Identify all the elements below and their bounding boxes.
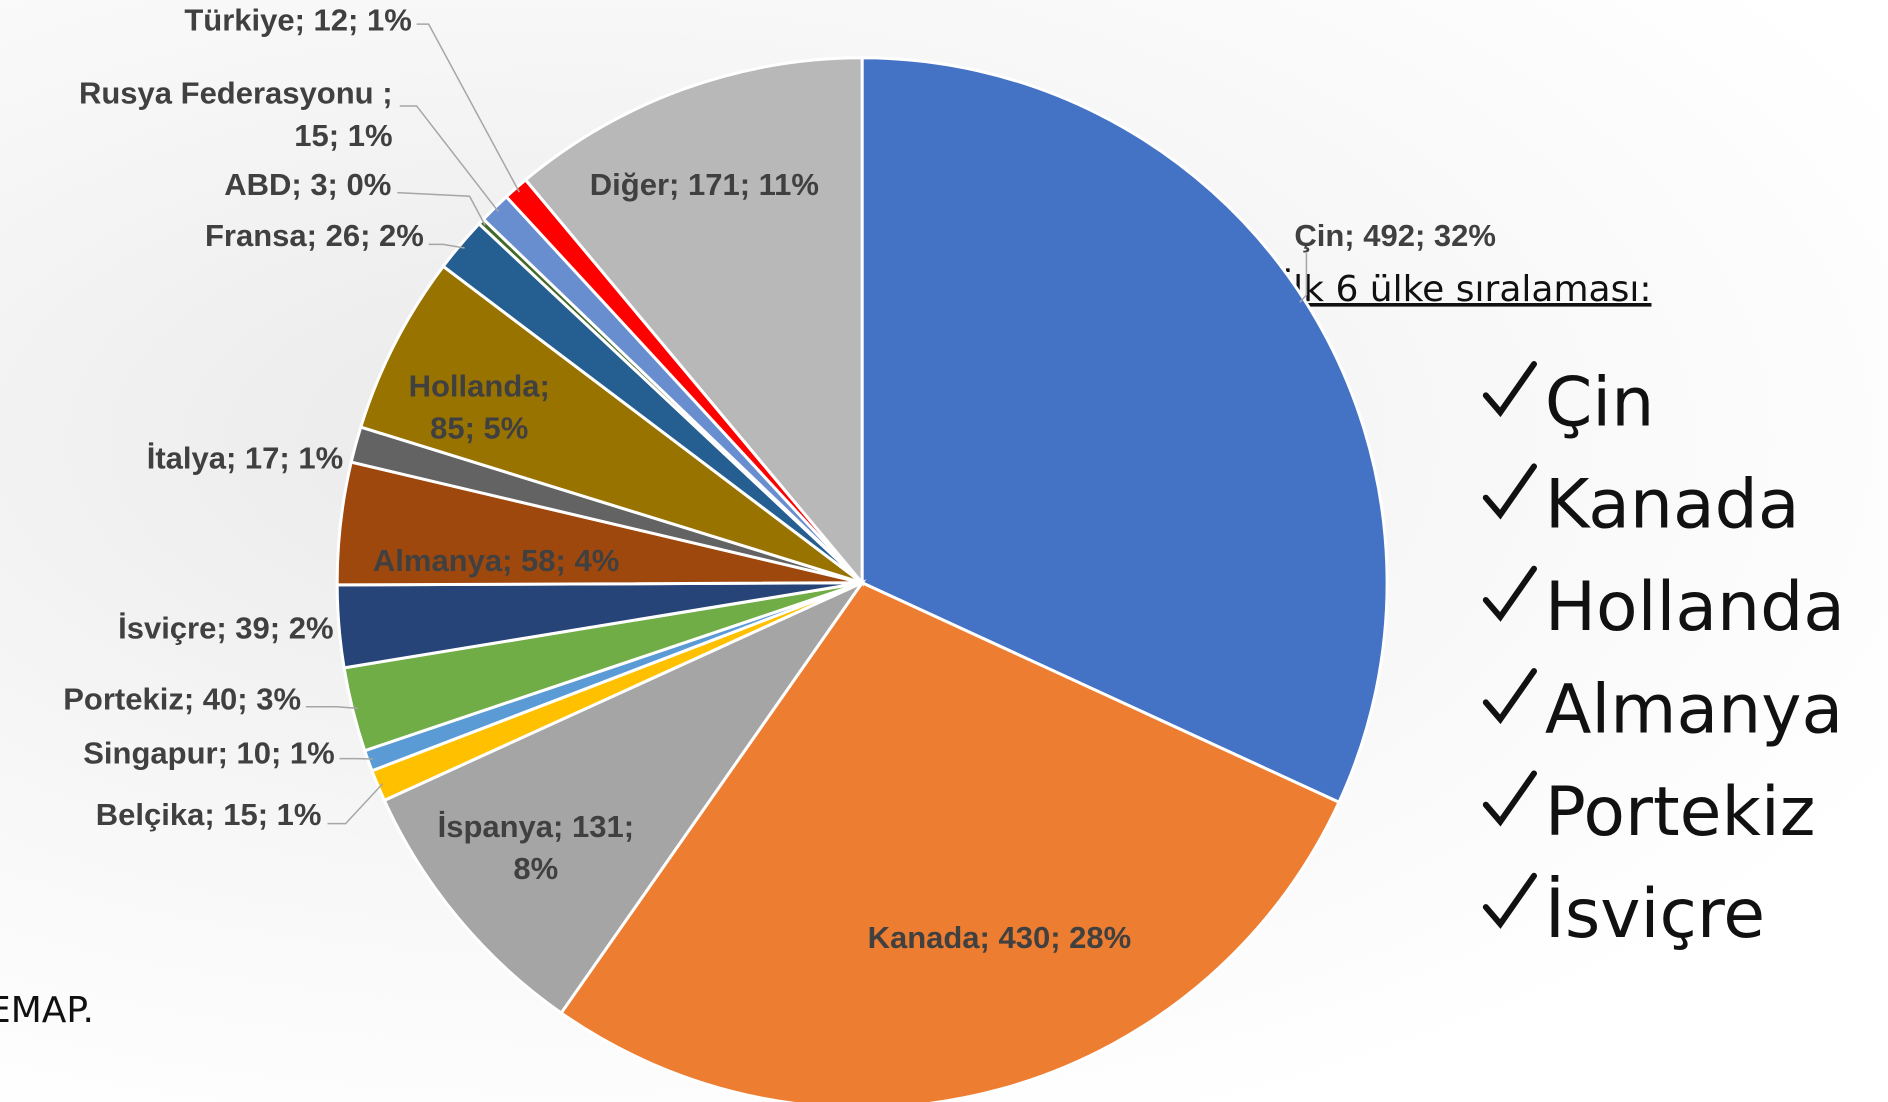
data-label: Kanada; 430; 28% xyxy=(868,920,1132,955)
leader-line xyxy=(428,243,465,249)
leader-line xyxy=(397,191,486,226)
data-label: Rusya Federasyonu ; xyxy=(79,76,393,111)
panel-title: İlk 6 ülke sıralaması: xyxy=(1283,268,1652,310)
data-label: Diğer; 171; 11% xyxy=(590,167,819,202)
check-icon xyxy=(1482,872,1537,929)
data-label: Fransa; 26; 2% xyxy=(205,218,424,253)
data-label: Türkiye; 12; 1% xyxy=(184,2,411,37)
panel-item: Portekiz xyxy=(1545,773,1816,852)
pie-slice xyxy=(559,580,1342,1102)
check-icon xyxy=(1482,361,1537,418)
data-label: Belçika; 15; 1% xyxy=(96,797,322,832)
panel-item: Çin xyxy=(1545,363,1654,442)
footnote: EMAP. xyxy=(0,990,94,1031)
data-label: Hollanda; xyxy=(409,368,550,403)
leader-line xyxy=(399,105,499,213)
panel-item: Hollanda xyxy=(1545,568,1845,647)
leader-line xyxy=(416,23,520,193)
data-label: 8% xyxy=(513,851,558,886)
pie-slice xyxy=(382,579,867,1016)
panel-item: Kanada xyxy=(1545,466,1800,545)
pie-slice xyxy=(358,264,864,585)
data-label: İtalya; 17; 1% xyxy=(147,441,343,476)
data-label: Almanya; 58; 4% xyxy=(373,543,619,578)
pie-slice xyxy=(523,56,864,587)
leader-line xyxy=(305,706,358,710)
panel-item: Almanya xyxy=(1545,670,1843,749)
check-icon xyxy=(1482,565,1537,622)
pie-slice xyxy=(860,56,1389,805)
check-icon xyxy=(1482,770,1537,827)
check-icon xyxy=(1482,463,1537,520)
data-label: 85; 5% xyxy=(430,410,528,445)
leader-line xyxy=(327,783,384,825)
leader-line xyxy=(1299,252,1308,303)
data-label: Portekiz; 40; 3% xyxy=(63,681,301,716)
panel-item: İsviçre xyxy=(1545,875,1765,954)
data-label: İspanya; 131; xyxy=(438,809,634,844)
data-label: ABD; 3; 0% xyxy=(224,167,391,202)
data-label: Singapur; 10; 1% xyxy=(83,736,335,771)
pie xyxy=(335,56,1389,1102)
data-label: 15; 1% xyxy=(294,118,392,153)
data-label: Çin; 492; 32% xyxy=(1294,218,1496,253)
data-label: İsviçre; 39; 2% xyxy=(118,610,333,645)
check-icon xyxy=(1482,668,1537,725)
